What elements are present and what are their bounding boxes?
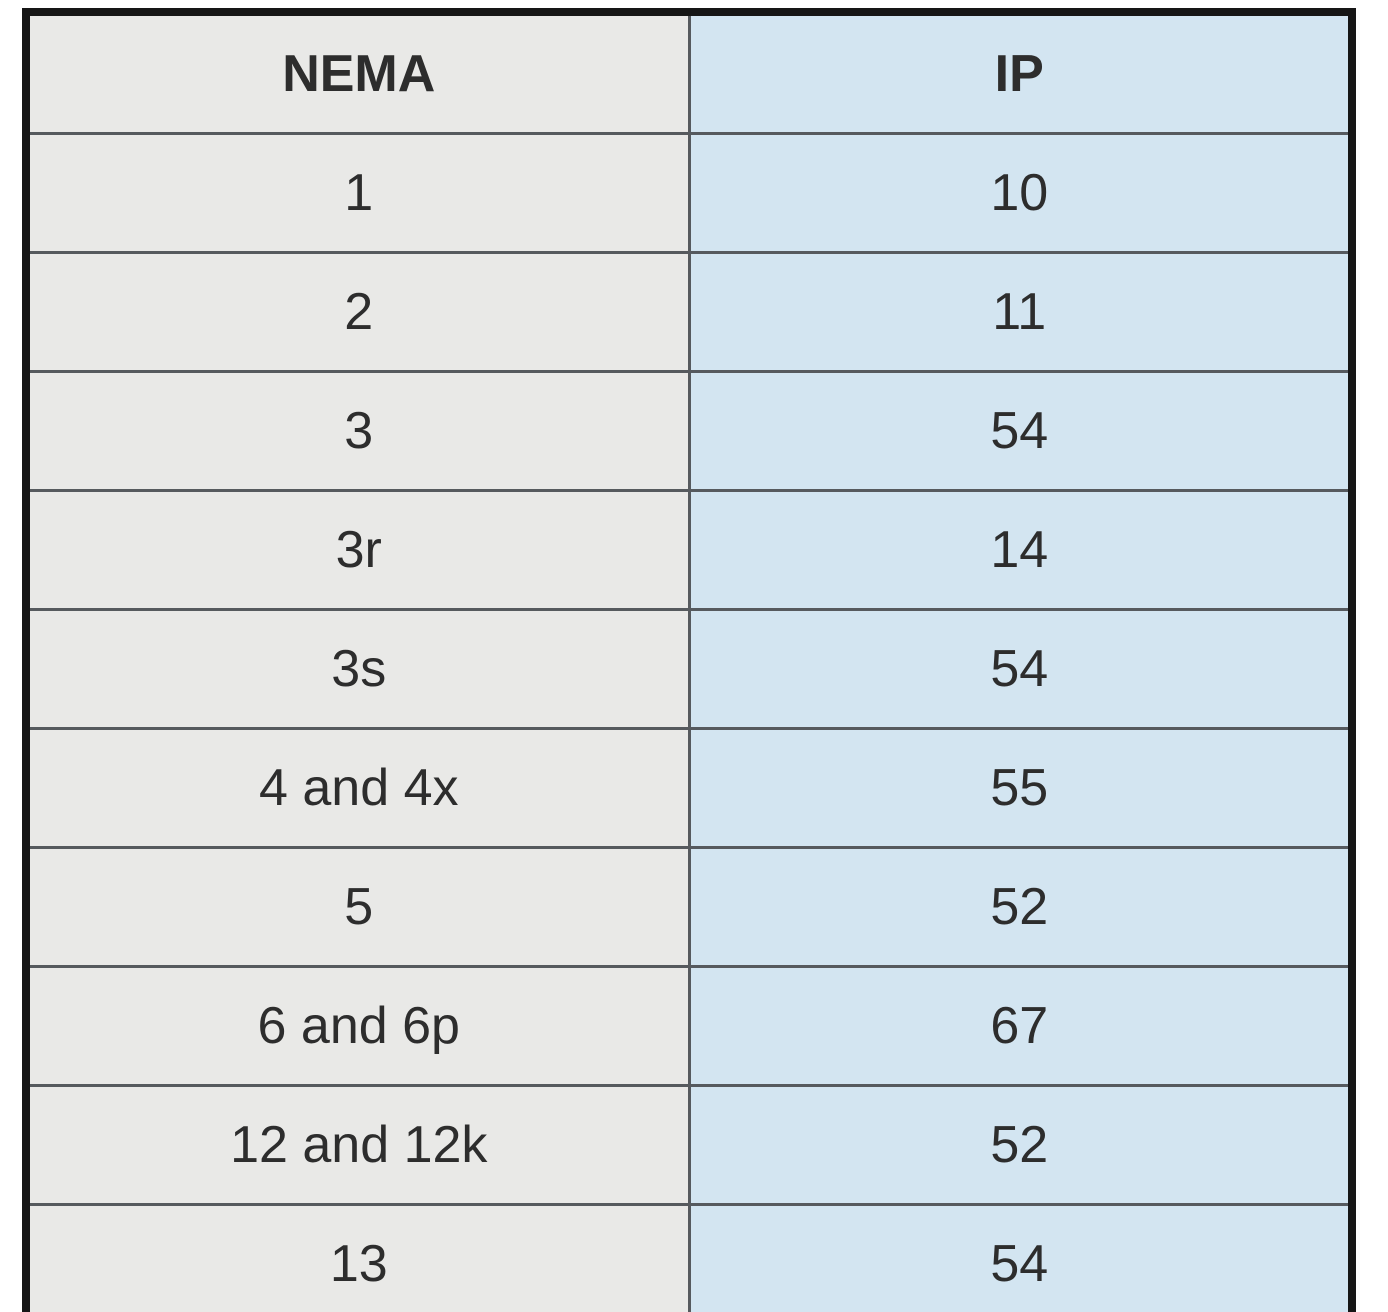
ip-cell: 52: [687, 846, 1354, 968]
ip-cell: 54: [687, 608, 1354, 730]
table-row: 3s 54: [24, 608, 1354, 730]
table-row: 1 10: [24, 132, 1354, 254]
table-row: 13 54: [24, 1203, 1354, 1312]
nema-cell: 6 and 6p: [24, 965, 691, 1087]
ip-cell: 11: [687, 251, 1354, 373]
ip-cell: 10: [687, 132, 1354, 254]
nema-cell: 3r: [24, 489, 691, 611]
nema-ip-conversion-table: NEMA IP 1 10 2 11 3 54 3r 14 3s: [22, 8, 1356, 1312]
header-cell-ip: IP: [687, 10, 1354, 135]
ip-cell: 55: [687, 727, 1354, 849]
ip-cell: 54: [687, 1203, 1354, 1312]
table-row: 3 54: [24, 370, 1354, 492]
nema-cell: 5: [24, 846, 691, 968]
table-row: 3r 14: [24, 489, 1354, 611]
nema-cell: 3: [24, 370, 691, 492]
nema-cell: 3s: [24, 608, 691, 730]
header-cell-nema: NEMA: [24, 10, 691, 135]
nema-cell: 12 and 12k: [24, 1084, 691, 1206]
nema-cell: 2: [24, 251, 691, 373]
nema-cell: 13: [24, 1203, 691, 1312]
ip-cell: 67: [687, 965, 1354, 1087]
nema-cell: 1: [24, 132, 691, 254]
ip-cell: 54: [687, 370, 1354, 492]
header-row: NEMA IP: [24, 10, 1354, 135]
ip-cell: 52: [687, 1084, 1354, 1206]
table-row: 5 52: [24, 846, 1354, 968]
nema-cell: 4 and 4x: [24, 727, 691, 849]
ip-cell: 14: [687, 489, 1354, 611]
table-row: 6 and 6p 67: [24, 965, 1354, 1087]
table-row: 4 and 4x 55: [24, 727, 1354, 849]
table-row: 2 11: [24, 251, 1354, 373]
table-row: 12 and 12k 52: [24, 1084, 1354, 1206]
